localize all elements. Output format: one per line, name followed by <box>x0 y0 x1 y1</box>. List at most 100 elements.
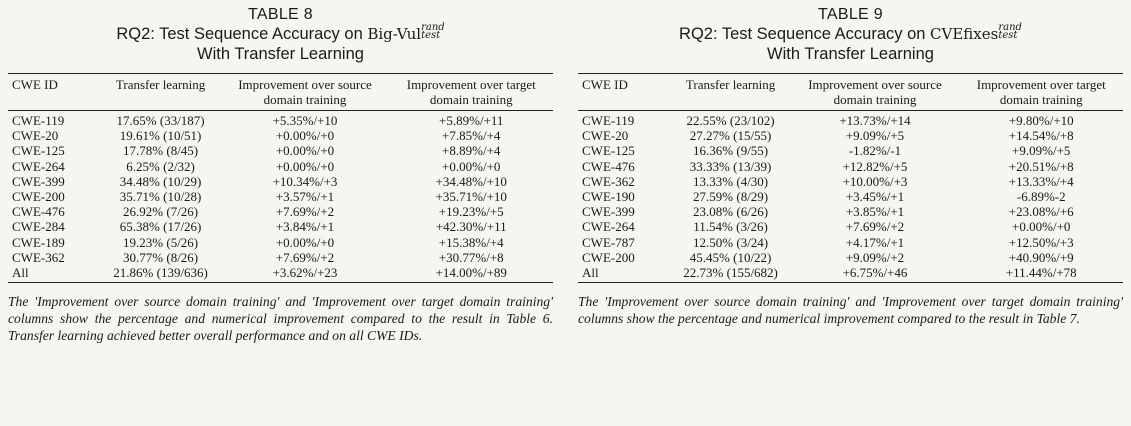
table-cell: +3.85%/+1 <box>845 204 905 220</box>
table-row: All 22.73% (155/682) +6.75%/+46 +11.44%/+78 <box>578 265 1123 283</box>
table-row: CWE-189 19.23% (5/26) +0.00%/+0 +15.38%/+4 <box>8 235 553 250</box>
table-cell: 30.77% (8/26) <box>123 249 199 265</box>
title-prefix: RQ2: Test Sequence Accuracy on <box>116 25 368 43</box>
table-cell: 6.25% (2/32) <box>126 158 195 174</box>
table-cell: +0.00%/+0 <box>275 128 335 144</box>
table-cell: +8.89%/+4 <box>442 143 501 159</box>
table-cell: 23.08% (6/26) <box>693 204 769 220</box>
table-cell: 17.78% (8/45) <box>123 143 199 159</box>
table-cell: 45.45% (10/22) <box>689 249 772 265</box>
table-cell: CWE-284 <box>12 219 65 235</box>
table-cell: +7.69%/+2 <box>275 204 335 220</box>
column-header: Improvement over target domain training <box>406 77 536 107</box>
table-number: TABLE 9 <box>818 6 883 23</box>
table-row: CWE-119 22.55% (23/102) +13.73%/+14 +9.80%/… <box>578 111 1123 129</box>
table-cell: CWE-119 <box>12 113 65 128</box>
table-cell: +13.33%/+4 <box>1008 173 1074 189</box>
table-cell: 19.23% (5/26) <box>123 234 199 250</box>
table-row: CWE-362 13.33% (4/30) +10.00%/+3 +13.33%/+4 <box>578 174 1123 189</box>
table-cell: 27.27% (15/55) <box>689 128 772 144</box>
table-cell: +14.00%/+89 <box>435 265 507 281</box>
table-cell: 33.33% (13/39) <box>689 158 772 174</box>
column-header: Improvement over target domain training <box>976 77 1106 107</box>
table-cell: +23.08%/+6 <box>1008 204 1074 220</box>
table-cell: +3.62%/+23 <box>272 265 338 281</box>
table-cell: +35.71%/+10 <box>435 189 507 205</box>
table-row: CWE-125 17.78% (8/45) +0.00%/+0 +8.89%/+4 <box>8 143 553 158</box>
table-cell: CWE-125 <box>582 143 635 159</box>
column-header: Improvement over source domain training <box>238 77 372 107</box>
table-title: RQ2: Test Sequence Accuracy on CVEfixes r… <box>578 22 1123 64</box>
table-cell: CWE-399 <box>582 204 635 220</box>
table-cell: +40.90%/+9 <box>1008 249 1074 265</box>
table-cell: +9.09%/+5 <box>845 128 905 144</box>
table-8-block: TABLE 8 RQ2: Test Sequence Accuracy on Bi… <box>8 0 553 344</box>
dataset-sub: test <box>421 29 441 41</box>
table-cell: +42.30%/+11 <box>435 219 507 235</box>
table-cell: CWE-190 <box>582 189 635 205</box>
column-header: CWE ID <box>582 77 628 92</box>
table-cell: 26.92% (7/26) <box>123 204 199 220</box>
table-cell: 22.73% (155/682) <box>683 265 778 281</box>
table-cell: 21.86% (139/636) <box>113 265 208 281</box>
results-table: CWE ID Transfer learning Improvement over … <box>8 73 553 283</box>
table-cell: +0.00%/+0 <box>275 143 335 159</box>
title-line2: With Transfer Learning <box>767 45 934 63</box>
table-cell: +11.44%/+78 <box>1005 265 1077 281</box>
table-caption: The 'Improvement over source domain trai… <box>8 294 553 344</box>
table-cell: 17.65% (33/187) <box>116 113 205 128</box>
table-cell: +34.48%/+10 <box>435 173 507 189</box>
table-cell: +10.34%/+3 <box>272 173 338 189</box>
table-cell: CWE-362 <box>12 249 65 265</box>
table-cell: -1.82%/-1 <box>848 143 902 159</box>
table-cell: CWE-264 <box>582 219 635 235</box>
table-cell: +9.09%/+2 <box>845 249 905 265</box>
table-row: CWE-200 45.45% (10/22) +9.09%/+2 +40.90%/+9 <box>578 250 1123 265</box>
table-cell: All <box>12 265 29 281</box>
dataset-sup: rand <box>421 21 445 33</box>
table-row: CWE-20 27.27% (15/55) +9.09%/+5 +14.54%/+8 <box>578 128 1123 143</box>
table-cell: CWE-119 <box>582 113 635 128</box>
column-header: Transfer learning <box>115 77 206 92</box>
table-row: CWE-264 6.25% (2/32) +0.00%/+0 +0.00%/+0 <box>8 159 553 174</box>
table-cell: +3.84%/+1 <box>275 219 335 235</box>
table-cell: 65.38% (17/26) <box>119 219 202 235</box>
table-cell: +4.17%/+1 <box>845 234 905 250</box>
table-cell: 34.48% (10/29) <box>119 173 202 189</box>
dataset-name: CVEfixes <box>930 25 999 43</box>
table-cell: +9.80%/+10 <box>1008 113 1074 128</box>
table-cell: CWE-264 <box>12 158 65 174</box>
table-cell: CWE-189 <box>12 234 65 250</box>
table-cell: CWE-476 <box>582 158 635 174</box>
table-cell: +9.09%/+5 <box>1012 143 1071 159</box>
table-cell: +7.69%/+2 <box>845 219 905 235</box>
table-row: CWE-264 11.54% (3/26) +7.69%/+2 +0.00%/+0 <box>578 219 1123 234</box>
table-cell: CWE-125 <box>12 143 65 159</box>
table-row: CWE-476 33.33% (13/39) +12.82%/+5 +20.51%/+… <box>578 159 1123 174</box>
table-cell: +6.75%/+46 <box>842 265 908 281</box>
table-cell: CWE-399 <box>12 173 65 189</box>
column-header: Improvement over source domain training <box>808 77 942 107</box>
table-cell: +13.73%/+14 <box>839 113 911 128</box>
table-row: CWE-476 26.92% (7/26) +7.69%/+2 +19.23%/+5 <box>8 204 553 219</box>
title-line2: With Transfer Learning <box>197 45 364 63</box>
table-cell: +0.00%/+0 <box>275 234 335 250</box>
table-cell: +20.51%/+8 <box>1008 158 1074 174</box>
table-row: CWE-119 17.65% (33/187) +5.35%/+10 +5.89%/+… <box>8 111 553 129</box>
title-prefix: RQ2: Test Sequence Accuracy on <box>679 25 931 43</box>
table-cell: +0.00%/+0 <box>275 158 335 174</box>
table-cell: +0.00%/+0 <box>1012 219 1071 235</box>
table-cell: CWE-787 <box>582 234 635 250</box>
table-row: CWE-200 35.71% (10/28) +3.57%/+1 +35.71%/+1… <box>8 189 553 204</box>
table-cell: +14.54%/+8 <box>1008 128 1074 144</box>
table-cell: +15.38%/+4 <box>438 234 504 250</box>
results-table: CWE ID Transfer learning Improvement over … <box>578 73 1123 283</box>
table-cell: 22.55% (23/102) <box>686 113 775 128</box>
table-cell: 13.33% (4/30) <box>693 173 769 189</box>
table-cell: CWE-20 <box>582 128 629 144</box>
dataset-sub: test <box>998 29 1018 41</box>
table-row: CWE-190 27.59% (8/29) +3.45%/+1 -6.89%-2 <box>578 189 1123 204</box>
table-cell: CWE-200 <box>582 249 635 265</box>
dataset-split: rand test <box>421 21 445 41</box>
